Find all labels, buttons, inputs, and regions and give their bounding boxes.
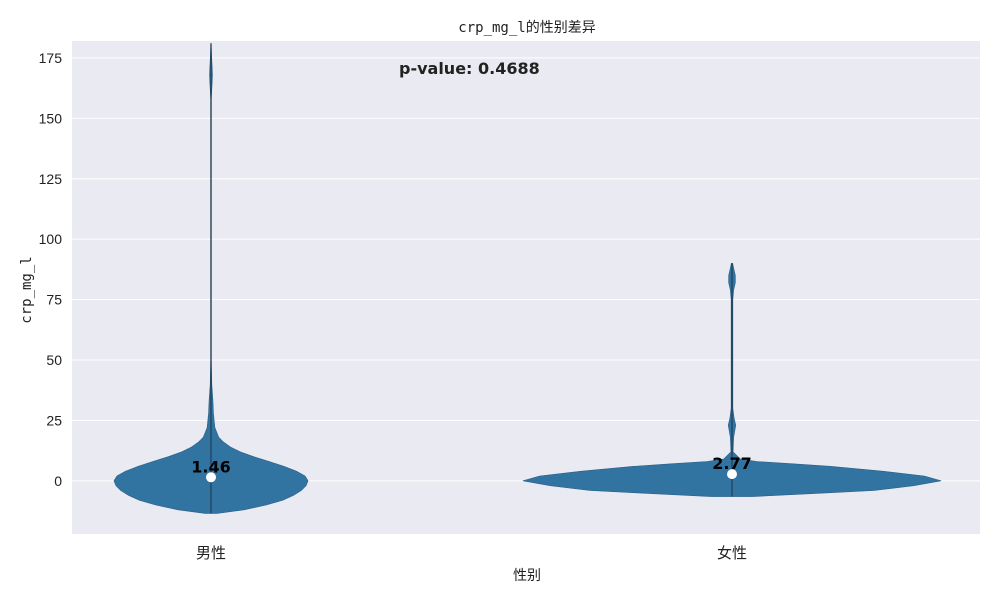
median-point-female bbox=[727, 469, 737, 480]
y-tick-label: 100 bbox=[39, 231, 63, 247]
y-axis-ticks: 0 25 50 75 100 125 150 175 bbox=[39, 50, 63, 489]
median-label-male: 1.46 bbox=[191, 457, 230, 476]
y-tick-label: 175 bbox=[39, 50, 63, 66]
median-label-female: 2.77 bbox=[712, 454, 751, 473]
y-tick-label: 0 bbox=[54, 473, 62, 489]
median-point-male bbox=[206, 472, 216, 483]
x-category-label-male: 男性 bbox=[196, 544, 226, 562]
violin-shapes bbox=[113, 43, 942, 514]
y-tick-label: 25 bbox=[46, 412, 62, 428]
y-tick-label: 75 bbox=[46, 292, 62, 308]
y-tick-label: 50 bbox=[46, 352, 62, 368]
y-axis-label: crp_mg_l bbox=[19, 256, 35, 323]
y-tick-label: 125 bbox=[39, 171, 63, 187]
x-axis-categories: 男性 女性 bbox=[196, 544, 747, 562]
p-value-annotation: p-value: 0.4688 bbox=[399, 59, 540, 78]
chart-title: crp_mg_l的性别差异 bbox=[458, 20, 595, 36]
y-tick-label: 150 bbox=[39, 110, 63, 126]
median-markers: 1.46 2.77 bbox=[191, 454, 752, 483]
x-axis-label: 性别 bbox=[513, 568, 541, 584]
x-category-label-female: 女性 bbox=[717, 544, 747, 562]
